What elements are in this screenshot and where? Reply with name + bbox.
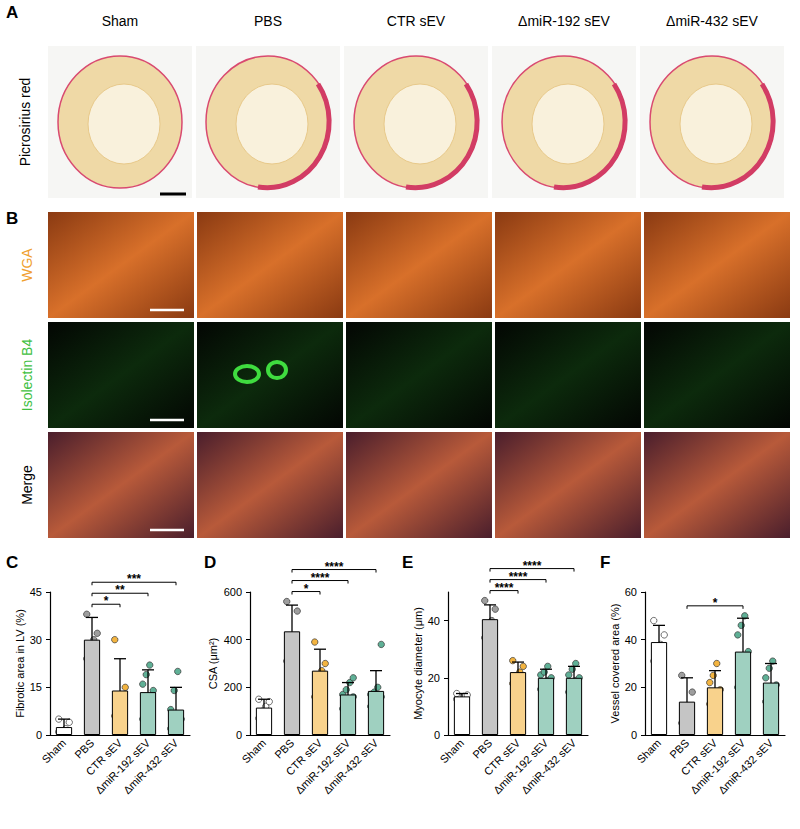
svg-text:Merge: Merge (19, 465, 35, 505)
svg-text:ΔmiR-192 sEV: ΔmiR-192 sEV (92, 736, 153, 797)
svg-text:0: 0 (631, 729, 637, 741)
svg-text:Isolectin B4: Isolectin B4 (19, 339, 35, 412)
svg-text:CTR sEV: CTR sEV (83, 736, 125, 778)
svg-text:0: 0 (236, 729, 242, 741)
svg-text:ΔmiR-432 sEV: ΔmiR-432 sEV (321, 736, 381, 796)
svg-text:Fibrotic area in LV (%): Fibrotic area in LV (%) (14, 609, 26, 718)
svg-text:ΔmiR-432 sEV: ΔmiR-432 sEV (519, 736, 579, 796)
svg-text:PBS: PBS (470, 737, 494, 761)
svg-text:0: 0 (434, 729, 440, 741)
svg-text:ΔmiR-432 sEV: ΔmiR-432 sEV (666, 13, 758, 29)
svg-text:ΔmiR-192 sEV: ΔmiR-192 sEV (518, 13, 610, 29)
svg-text:PBS: PBS (254, 13, 282, 29)
svg-text:PBS: PBS (72, 737, 96, 761)
svg-text:B: B (6, 209, 18, 228)
svg-text:Sham: Sham (437, 737, 466, 766)
svg-text:CTR sEV: CTR sEV (387, 13, 446, 29)
svg-text:30: 30 (30, 634, 42, 646)
svg-text:*: * (713, 596, 718, 610)
svg-text:****: **** (325, 560, 344, 574)
svg-text:15: 15 (30, 681, 42, 693)
svg-text:20: 20 (428, 672, 440, 684)
svg-text:*: * (304, 582, 309, 596)
svg-text:CSA (μm²): CSA (μm²) (207, 638, 219, 690)
svg-text:Vessel covered area (%): Vessel covered area (%) (609, 604, 621, 724)
svg-text:600: 600 (224, 586, 242, 598)
svg-text:CTR sEV: CTR sEV (678, 736, 720, 778)
svg-text:**: ** (115, 583, 125, 597)
svg-text:Sham: Sham (634, 737, 663, 766)
svg-text:****: **** (523, 559, 542, 573)
svg-text:200: 200 (224, 681, 242, 693)
svg-text:Sham: Sham (102, 13, 139, 29)
svg-text:WGA: WGA (19, 248, 35, 282)
svg-text:40: 40 (625, 634, 637, 646)
svg-text:D: D (204, 553, 216, 572)
svg-text:60: 60 (625, 586, 637, 598)
svg-text:ΔmiR-432 sEV: ΔmiR-432 sEV (716, 736, 776, 796)
svg-text:CTR sEV: CTR sEV (481, 736, 523, 778)
svg-text:Sham: Sham (239, 737, 268, 766)
svg-text:A: A (6, 3, 18, 22)
svg-text:Picrosirius red: Picrosirius red (17, 78, 33, 167)
svg-text:PBS: PBS (272, 737, 296, 761)
svg-text:Myocyte diameter (μm): Myocyte diameter (μm) (412, 607, 424, 720)
svg-text:ΔmiR-192 sEV: ΔmiR-192 sEV (687, 736, 748, 797)
svg-text:ΔmiR-192 sEV: ΔmiR-192 sEV (490, 736, 551, 797)
svg-text:ΔmiR-432 sEV: ΔmiR-432 sEV (121, 736, 181, 796)
svg-text:20: 20 (625, 681, 637, 693)
svg-text:45: 45 (30, 586, 42, 598)
svg-text:CTR sEV: CTR sEV (283, 736, 325, 778)
svg-text:F: F (600, 553, 610, 572)
svg-text:Sham: Sham (39, 737, 68, 766)
svg-text:*: * (104, 594, 109, 608)
svg-text:***: *** (127, 572, 141, 586)
svg-text:ΔmiR-192 sEV: ΔmiR-192 sEV (292, 736, 353, 797)
svg-text:PBS: PBS (667, 737, 691, 761)
svg-text:40: 40 (428, 615, 440, 627)
svg-text:400: 400 (224, 634, 242, 646)
svg-text:C: C (6, 553, 18, 572)
svg-text:E: E (402, 553, 413, 572)
svg-text:0: 0 (36, 729, 42, 741)
